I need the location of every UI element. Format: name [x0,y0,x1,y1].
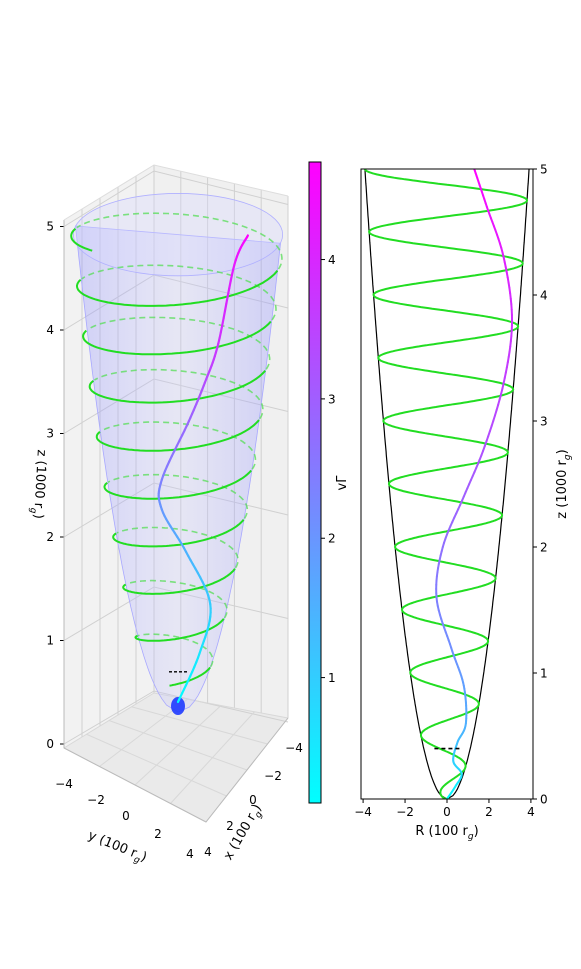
y-tick-label-2d-2: 2 [540,541,548,555]
floor-grid-a-3 [170,711,255,804]
y-tick-label-3d-0: −4 [55,777,73,791]
y-tick-label-2d-5: 5 [540,163,548,177]
colorbar-tick-label-2: 3 [328,392,336,406]
trajectory-segment-3d-99 [221,317,225,327]
y-tick-label-2d-1: 1 [540,667,548,681]
helix-front-3d [70,227,279,687]
funnel-boundary [364,169,530,799]
trajectory-series-2d [435,169,514,799]
x-tick-label-3d-0: −4 [285,741,303,755]
trajectory-segment-3d-98 [219,324,224,334]
helix-back-3d [76,212,283,668]
plot-frame-2d [360,168,534,800]
x-tick-label-2d-0: −4 [354,805,372,819]
boundary-left [364,169,448,799]
trajectory-segment-3d-102 [225,294,229,305]
z-tick-label-3d-5: 5 [46,220,54,234]
z-tick-label-3d-0: 0 [46,737,54,751]
x-tick-label-2d-2: 0 [443,805,451,819]
helix-series-3d [70,212,283,687]
z-tick-label-3d-4: 4 [46,323,54,337]
x-tick-label-3d-2: 0 [249,793,257,807]
trajectory-segment-3d-119 [246,234,249,238]
colorbar-ticks: 1 2 3 4 [321,253,336,685]
boundary-right [446,169,530,799]
box-edges [63,220,289,823]
y-tick-label-3d-4: 4 [186,847,194,861]
x-axis-label-3d: x (100 rg) [221,802,268,865]
colorbar-label: vΓ [335,475,350,491]
x-tick-label-3d-4: 4 [204,845,212,859]
x-axis-label-2d: R (100 rg) [415,824,478,842]
floor-grid-b-2 [108,720,248,771]
y-tick-label-3d-3: 2 [154,827,162,841]
trajectory-segment-3d-100 [222,309,227,320]
funnel-tip [171,696,185,715]
colorbar: 1 2 3 4 vΓ [308,161,350,804]
grid-z-0 [63,690,289,745]
z-tick-label-3d-3: 3 [46,427,54,441]
x-tick-label-3d-3: 2 [226,819,234,833]
colorbar-tick-label-1: 2 [328,532,336,546]
grid-z-5 [63,170,289,227]
colorbar-gradient [308,161,322,804]
colorbar-tick-label-3: 4 [328,253,336,267]
z-tick-label-3d-2: 2 [46,530,54,544]
helix-line-2d [363,169,529,799]
y-tick-label-3d-2: 0 [122,809,130,823]
trajectory-segment-3d-103 [226,287,231,297]
floor-grid-b-3 [131,706,268,745]
z-tick-label-3d-1: 1 [46,634,54,648]
floor-pane [64,693,288,822]
y-axis-label-3d: y (100 rg) [85,828,149,868]
trajectory-segment-3d-104 [228,280,232,290]
y-tick-label-2d-0: 0 [540,793,548,807]
box-top-edges [63,164,289,221]
colorbar-tick-label-0: 1 [328,671,336,685]
y-tick-label-2d-4: 4 [540,289,548,303]
y-axis-label-2d: z (1000 rg) [555,449,573,518]
y-tick-label-2d-3: 3 [540,415,548,429]
funnel-top [72,193,284,277]
x-tick-label-3d-1: −2 [264,769,282,783]
trajectory-segment-3d-101 [223,302,228,312]
z-axis-label-3d: z (1000 rg) [27,449,49,519]
y-tick-label-3d-1: −2 [87,793,105,807]
trajectory-series-3d [157,234,249,704]
helix-series-2d [363,169,529,799]
x-tick-label-2d-3: 2 [485,805,493,819]
x-tick-label-2d-1: −2 [396,805,414,819]
x-tick-label-2d-4: 4 [527,805,535,819]
